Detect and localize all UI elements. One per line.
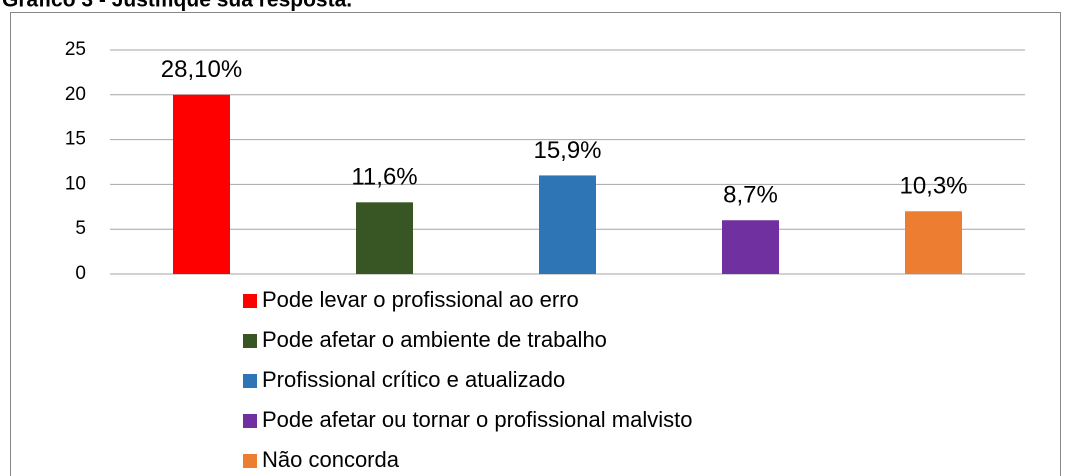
bar (356, 202, 413, 274)
data-label: 10,3% (899, 173, 967, 200)
data-label: 11,6% (351, 164, 417, 191)
legend-swatch (243, 334, 257, 348)
bar (905, 211, 962, 274)
chart-border (10, 12, 1061, 476)
legend-swatch (243, 294, 257, 308)
legend-swatch (243, 414, 257, 428)
legend-label: Pode levar o profissional ao erro (262, 287, 579, 312)
legend-label: Pode afetar o ambiente de trabalho (262, 327, 607, 352)
bar (173, 94, 230, 274)
legend-label: Pode afetar ou tornar o profissional mal… (262, 407, 692, 432)
bar (722, 220, 779, 274)
bar (539, 175, 596, 274)
chart-title: Gráfico 3 - Justifique sua resposta. (2, 0, 352, 12)
y-tick-label: 15 (65, 129, 86, 150)
y-tick-label: 10 (65, 173, 86, 194)
legend-label: Não concorda (262, 447, 400, 472)
y-tick-label: 20 (65, 84, 86, 105)
legend-label: Profissional crítico e atualizado (262, 367, 565, 392)
y-tick-label: 25 (65, 39, 86, 60)
legend-swatch (243, 374, 257, 388)
y-tick-label: 0 (75, 263, 86, 284)
data-label: 28,10% (161, 56, 242, 83)
legend-swatch (243, 454, 257, 468)
data-label: 8,7% (723, 182, 778, 209)
data-label: 15,9% (533, 137, 601, 164)
y-tick-label: 5 (75, 218, 86, 239)
